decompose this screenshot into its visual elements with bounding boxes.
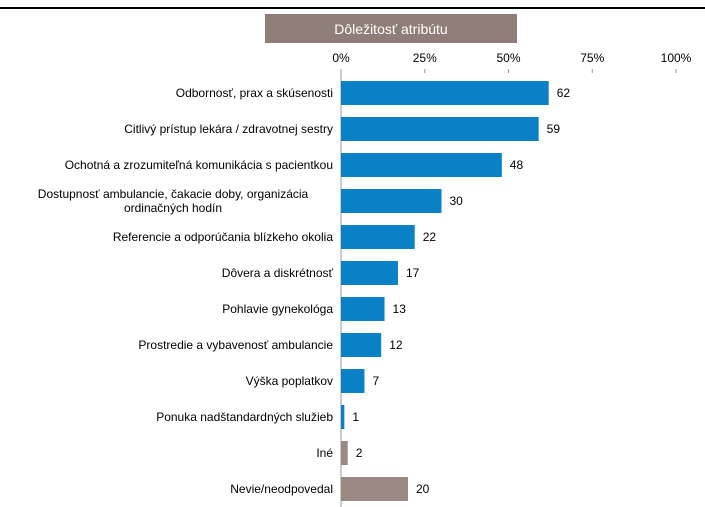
category-label: Odbornosť, prax a skúsenosti [175,86,333,100]
bar [341,261,398,285]
value-label: 17 [406,266,420,280]
category-label-box: Nevie/neodpovedal [13,471,333,507]
category-label-box: Referencie a odporúčania blízkeho okolia [13,219,333,255]
category-label: Ochotná a zrozumiteľná komunikácia s pac… [64,158,333,172]
category-label-box: Ochotná a zrozumiteľná komunikácia s pac… [13,147,333,183]
category-label-box: Dostupnosť ambulancie, čakacie doby, org… [13,183,333,219]
bar [341,225,415,249]
category-label-box: Prostredie a vybavenosť ambulancie [13,327,333,363]
category-label: Dostupnosť ambulancie, čakacie doby, org… [37,187,309,215]
bar [341,117,539,141]
bar [341,477,408,501]
value-label: 12 [389,338,403,352]
category-label: Výška poplatkov [245,374,333,388]
bar [341,441,348,465]
category-label: Ponuka nadštandardných služieb [156,410,333,424]
category-label: Dôvera a diskrétnosť [221,266,333,280]
value-label: 22 [423,230,437,244]
chart-title: Dôležitosť atribútu [265,14,517,43]
value-label: 13 [393,302,407,316]
category-label: Nevie/neodpovedal [230,482,333,496]
category-label-box: Dôvera a diskrétnosť [13,255,333,291]
category-label: Citlivý prístup lekára / zdravotnej sest… [124,122,333,136]
x-tick-label: 25% [413,51,437,65]
value-label: 7 [372,374,379,388]
category-label-box: Odbornosť, prax a skúsenosti [13,75,333,111]
bar [341,333,382,357]
value-label: 48 [510,158,524,172]
category-label: Prostredie a vybavenosť ambulancie [138,338,333,352]
bar [341,153,502,177]
category-label-box: Pohlavie gynekológa [13,291,333,327]
category-label: Pohlavie gynekológa [222,302,333,316]
bar [341,405,345,429]
value-label: 2 [356,446,363,460]
bar [341,81,549,105]
value-label: 1 [352,410,359,424]
bar [341,369,365,393]
bar [341,297,385,321]
category-label: Iné [316,446,333,460]
category-label-box: Iné [13,435,333,471]
bar [341,189,442,213]
value-label: 30 [450,194,464,208]
value-label: 62 [557,86,571,100]
category-label: Referencie a odporúčania blízkeho okolia [112,230,333,244]
value-label: 59 [547,122,561,136]
category-label-box: Citlivý prístup lekára / zdravotnej sest… [13,111,333,147]
x-tick-label: 100% [661,51,692,65]
category-label-box: Ponuka nadštandardných služieb [13,399,333,435]
x-tick-label: 0% [332,51,350,65]
category-label-box: Výška poplatkov [13,363,333,399]
x-tick-label: 75% [580,51,604,65]
x-tick-label: 50% [496,51,520,65]
value-label: 20 [416,482,430,496]
